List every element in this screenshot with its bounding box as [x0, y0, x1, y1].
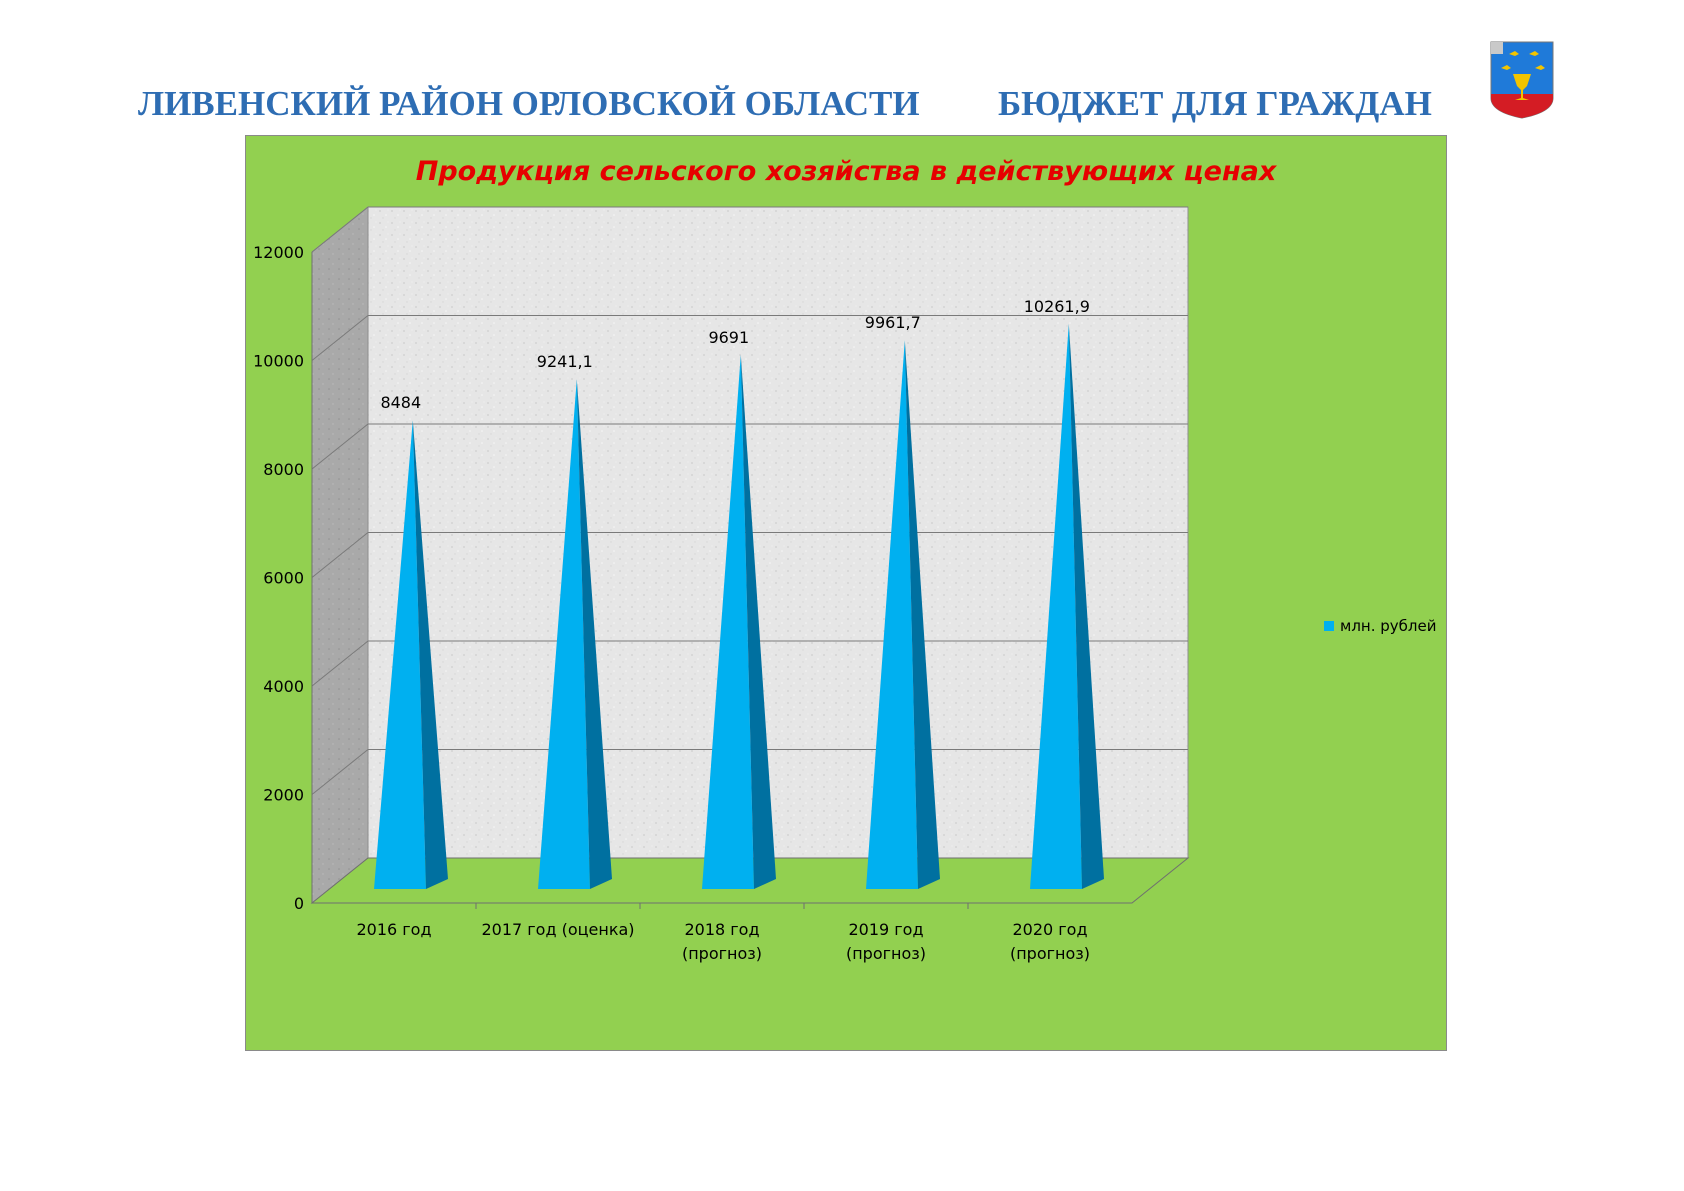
gridline-side [311, 423, 369, 470]
cone-side [904, 340, 940, 889]
coat-of-arms-icon [1490, 41, 1554, 119]
data-label: 9241,1 [537, 352, 593, 371]
cone [538, 379, 612, 889]
data-label: 10261,9 [1024, 297, 1090, 316]
gridline-side [311, 532, 369, 578]
gridline-side [311, 640, 369, 687]
x-axis: 2016 год 2017 год (оценка) 2018 год (прогно… [312, 902, 1132, 963]
x-tick-label: 2017 год (оценка) [481, 920, 634, 939]
chart-panel: Продукция сельского хозяйства в действую… [245, 135, 1447, 1051]
chart-title: Продукция сельского хозяйства в действую… [415, 156, 1277, 187]
cone-front [866, 340, 918, 889]
cone-side [740, 354, 776, 889]
cone [374, 420, 448, 889]
gridline-side [311, 749, 369, 795]
x-tick-label: 2016 год [356, 920, 431, 939]
x-tick-label: 2020 год (прогноз) [1010, 920, 1090, 963]
y-tick-label: 6000 [263, 569, 304, 588]
y-tick-label: 4000 [263, 677, 304, 696]
page-header: ЛИВЕНСКИЙ РАЙОН ОРЛОВСКОЙ ОБЛАСТИ БЮДЖЕТ… [138, 84, 1458, 134]
cone-front [1030, 323, 1082, 889]
data-label: 9961,7 [865, 313, 921, 332]
cone [1030, 323, 1104, 889]
cone [702, 354, 776, 889]
header-budget-title: БЮДЖЕТ ДЛЯ ГРАЖДАН [998, 84, 1432, 123]
cone-front [702, 354, 754, 889]
legend: млн. рублей [1324, 617, 1436, 635]
cones [374, 323, 1104, 889]
cone-front [538, 379, 590, 889]
gridline-side [311, 206, 369, 253]
y-tick-label: 0 [294, 894, 304, 913]
legend-label: млн. рублей [1340, 617, 1437, 635]
x-tick-label: 2019 год (прогноз) [846, 920, 926, 963]
y-tick-label: 2000 [263, 786, 304, 805]
gridline-side [311, 315, 369, 361]
header-region-title: ЛИВЕНСКИЙ РАЙОН ОРЛОВСКОЙ ОБЛАСТИ [138, 84, 920, 123]
y-tick-label: 10000 [253, 352, 304, 371]
cone-chart: 0 2000 4000 6000 8000 10000 12000 2016 год 2017… [253, 205, 1190, 963]
cone [866, 340, 940, 889]
data-labels: 8484 9241,1 9691 9961,7 10261,9 [380, 297, 1089, 412]
y-tick-label: 8000 [263, 460, 304, 479]
cone-front [374, 420, 426, 889]
cone-side [1068, 323, 1104, 889]
x-tick-label: 2018 год (прогноз) [682, 920, 762, 963]
cone-side [412, 420, 448, 889]
data-label: 8484 [380, 393, 421, 412]
y-axis: 0 2000 4000 6000 8000 10000 12000 [253, 243, 313, 913]
cone-side [576, 379, 612, 889]
y-tick-label: 12000 [253, 243, 304, 262]
data-label: 9691 [708, 328, 749, 347]
legend-swatch [1324, 621, 1334, 631]
